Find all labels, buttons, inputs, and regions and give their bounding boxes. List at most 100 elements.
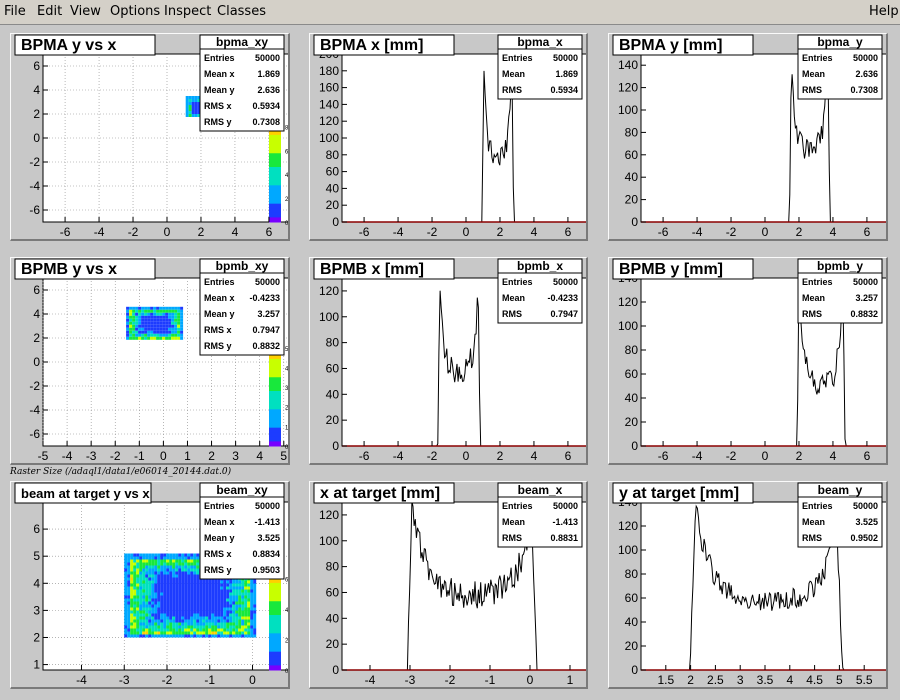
heat-cell <box>139 607 143 611</box>
heat-cell <box>147 306 151 310</box>
heat-cell <box>154 601 158 605</box>
menu-help[interactable]: Help <box>869 4 899 19</box>
heat-cell <box>208 586 212 590</box>
pad-bpma-y[interactable]: -6 -4 -2 0 2 4 6 0 20 40 60 80 100 120 140 BPMA y [mm] b… <box>608 33 888 241</box>
heat-cell <box>253 601 257 605</box>
heat-cell <box>145 634 149 638</box>
heat-cell <box>196 553 200 557</box>
heat-cell <box>154 631 158 635</box>
heat-cell <box>205 610 209 614</box>
menu-options[interactable]: Options <box>110 4 161 19</box>
heat-cell <box>196 604 200 608</box>
heat-cell <box>184 622 188 626</box>
heat-cell <box>214 601 218 605</box>
heat-cell <box>159 321 163 325</box>
menu-file[interactable]: File <box>4 4 26 19</box>
heat-cell <box>184 553 188 557</box>
heat-cell <box>156 321 160 325</box>
heat-cell <box>153 330 157 334</box>
pad-bpmb-y[interactable]: -6-4-20246020406080100120140BPMB y [mm]b… <box>608 257 888 465</box>
pad-beam-x[interactable]: -4 -3 -2 -1 0 1 0 20 40 60 80 100 120 x at target [mm… <box>309 481 588 689</box>
heat-cell <box>148 619 152 623</box>
heat-cell <box>157 586 161 590</box>
heat-cell <box>205 628 209 632</box>
heat-cell <box>156 324 160 328</box>
heat-cell <box>163 622 167 626</box>
pad-bpma-x[interactable]: -6-4-20246020406080100120140160180200BPM… <box>309 33 588 241</box>
heat-cell <box>175 559 179 563</box>
heat-cell <box>194 96 198 99</box>
menu-edit[interactable]: Edit <box>37 4 63 19</box>
y-tick-label: 40 <box>625 170 639 184</box>
stats-value: 0.7947 <box>252 325 280 335</box>
heat-cell <box>124 574 128 578</box>
heat-cell <box>205 613 209 617</box>
heat-cell <box>150 330 154 334</box>
heat-cell <box>162 336 166 340</box>
x-tick-label: 1.5 <box>657 673 674 687</box>
heat-cell <box>229 607 233 611</box>
heat-cell <box>250 601 254 605</box>
heat-cell <box>130 559 134 563</box>
heat-cell <box>142 625 146 629</box>
x-tick-label: 5.5 <box>856 673 873 687</box>
heat-cell <box>205 631 209 635</box>
heat-cell <box>148 604 152 608</box>
heat-cell <box>244 604 248 608</box>
menu-inspect[interactable]: Inspect <box>164 4 212 19</box>
menu-view[interactable]: View <box>70 4 101 19</box>
heat-cell <box>211 592 215 596</box>
heat-cell <box>208 604 212 608</box>
heat-cell <box>190 568 194 572</box>
stats-label: RMS x <box>204 325 232 335</box>
heat-cell <box>172 565 176 569</box>
heat-cell <box>202 589 206 593</box>
heat-cell <box>154 625 158 629</box>
stats-label: Entries <box>802 277 833 287</box>
plot-title: BPMB x [mm] <box>320 261 424 278</box>
heat-cell <box>193 631 197 635</box>
pad-beam-y[interactable]: 1.522.533.544.555.56020406080100120140y … <box>608 481 888 689</box>
heat-cell <box>147 321 151 325</box>
stats-value: 50000 <box>255 501 280 511</box>
heat-cell <box>184 628 188 632</box>
heat-cell <box>196 586 200 590</box>
pad-bpmb-x[interactable]: -6 -4 -2 0 2 4 6 0 20 40 60 80 100 120 BPMB x [mm] bpmb… <box>309 257 588 465</box>
heat-cell <box>199 625 203 629</box>
heat-cell <box>177 309 181 313</box>
heat-cell <box>166 589 170 593</box>
heat-cell <box>178 625 182 629</box>
heat-cell <box>175 613 179 617</box>
palette-cell <box>269 363 281 369</box>
heat-cell <box>138 306 142 310</box>
heat-cell <box>196 595 200 599</box>
heat-cell <box>165 330 169 334</box>
heat-cell <box>226 580 230 584</box>
heat-cell <box>139 634 143 638</box>
heat-cell <box>235 613 239 617</box>
heat-cell <box>157 556 161 560</box>
heat-cell <box>187 604 191 608</box>
heat-cell <box>136 625 140 629</box>
heat-cell <box>223 589 227 593</box>
heat-cell <box>188 111 192 114</box>
pad-svg: -6-4-20246020406080100120140BPMB y [mm]b… <box>612 258 886 463</box>
x-tick-label: -4 <box>76 673 87 687</box>
heat-cell <box>174 312 178 316</box>
heat-cell <box>172 601 176 605</box>
y-tick-label: 6 <box>33 522 40 536</box>
stats-value: 0.5934 <box>550 85 578 95</box>
heat-cell <box>247 580 251 584</box>
heat-cell <box>154 556 158 560</box>
heat-cell <box>187 628 191 632</box>
heat-cell <box>171 306 175 310</box>
pad-bpmb-xy[interactable]: 01020304050-5-4-3-2-1012345-6-4-20246BPM… <box>10 257 290 465</box>
heat-cell <box>202 607 206 611</box>
heat-cell <box>217 583 221 587</box>
heat-cell <box>211 619 215 623</box>
heat-cell <box>184 616 188 620</box>
heat-cell <box>178 628 182 632</box>
menu-classes[interactable]: Classes <box>217 4 266 19</box>
